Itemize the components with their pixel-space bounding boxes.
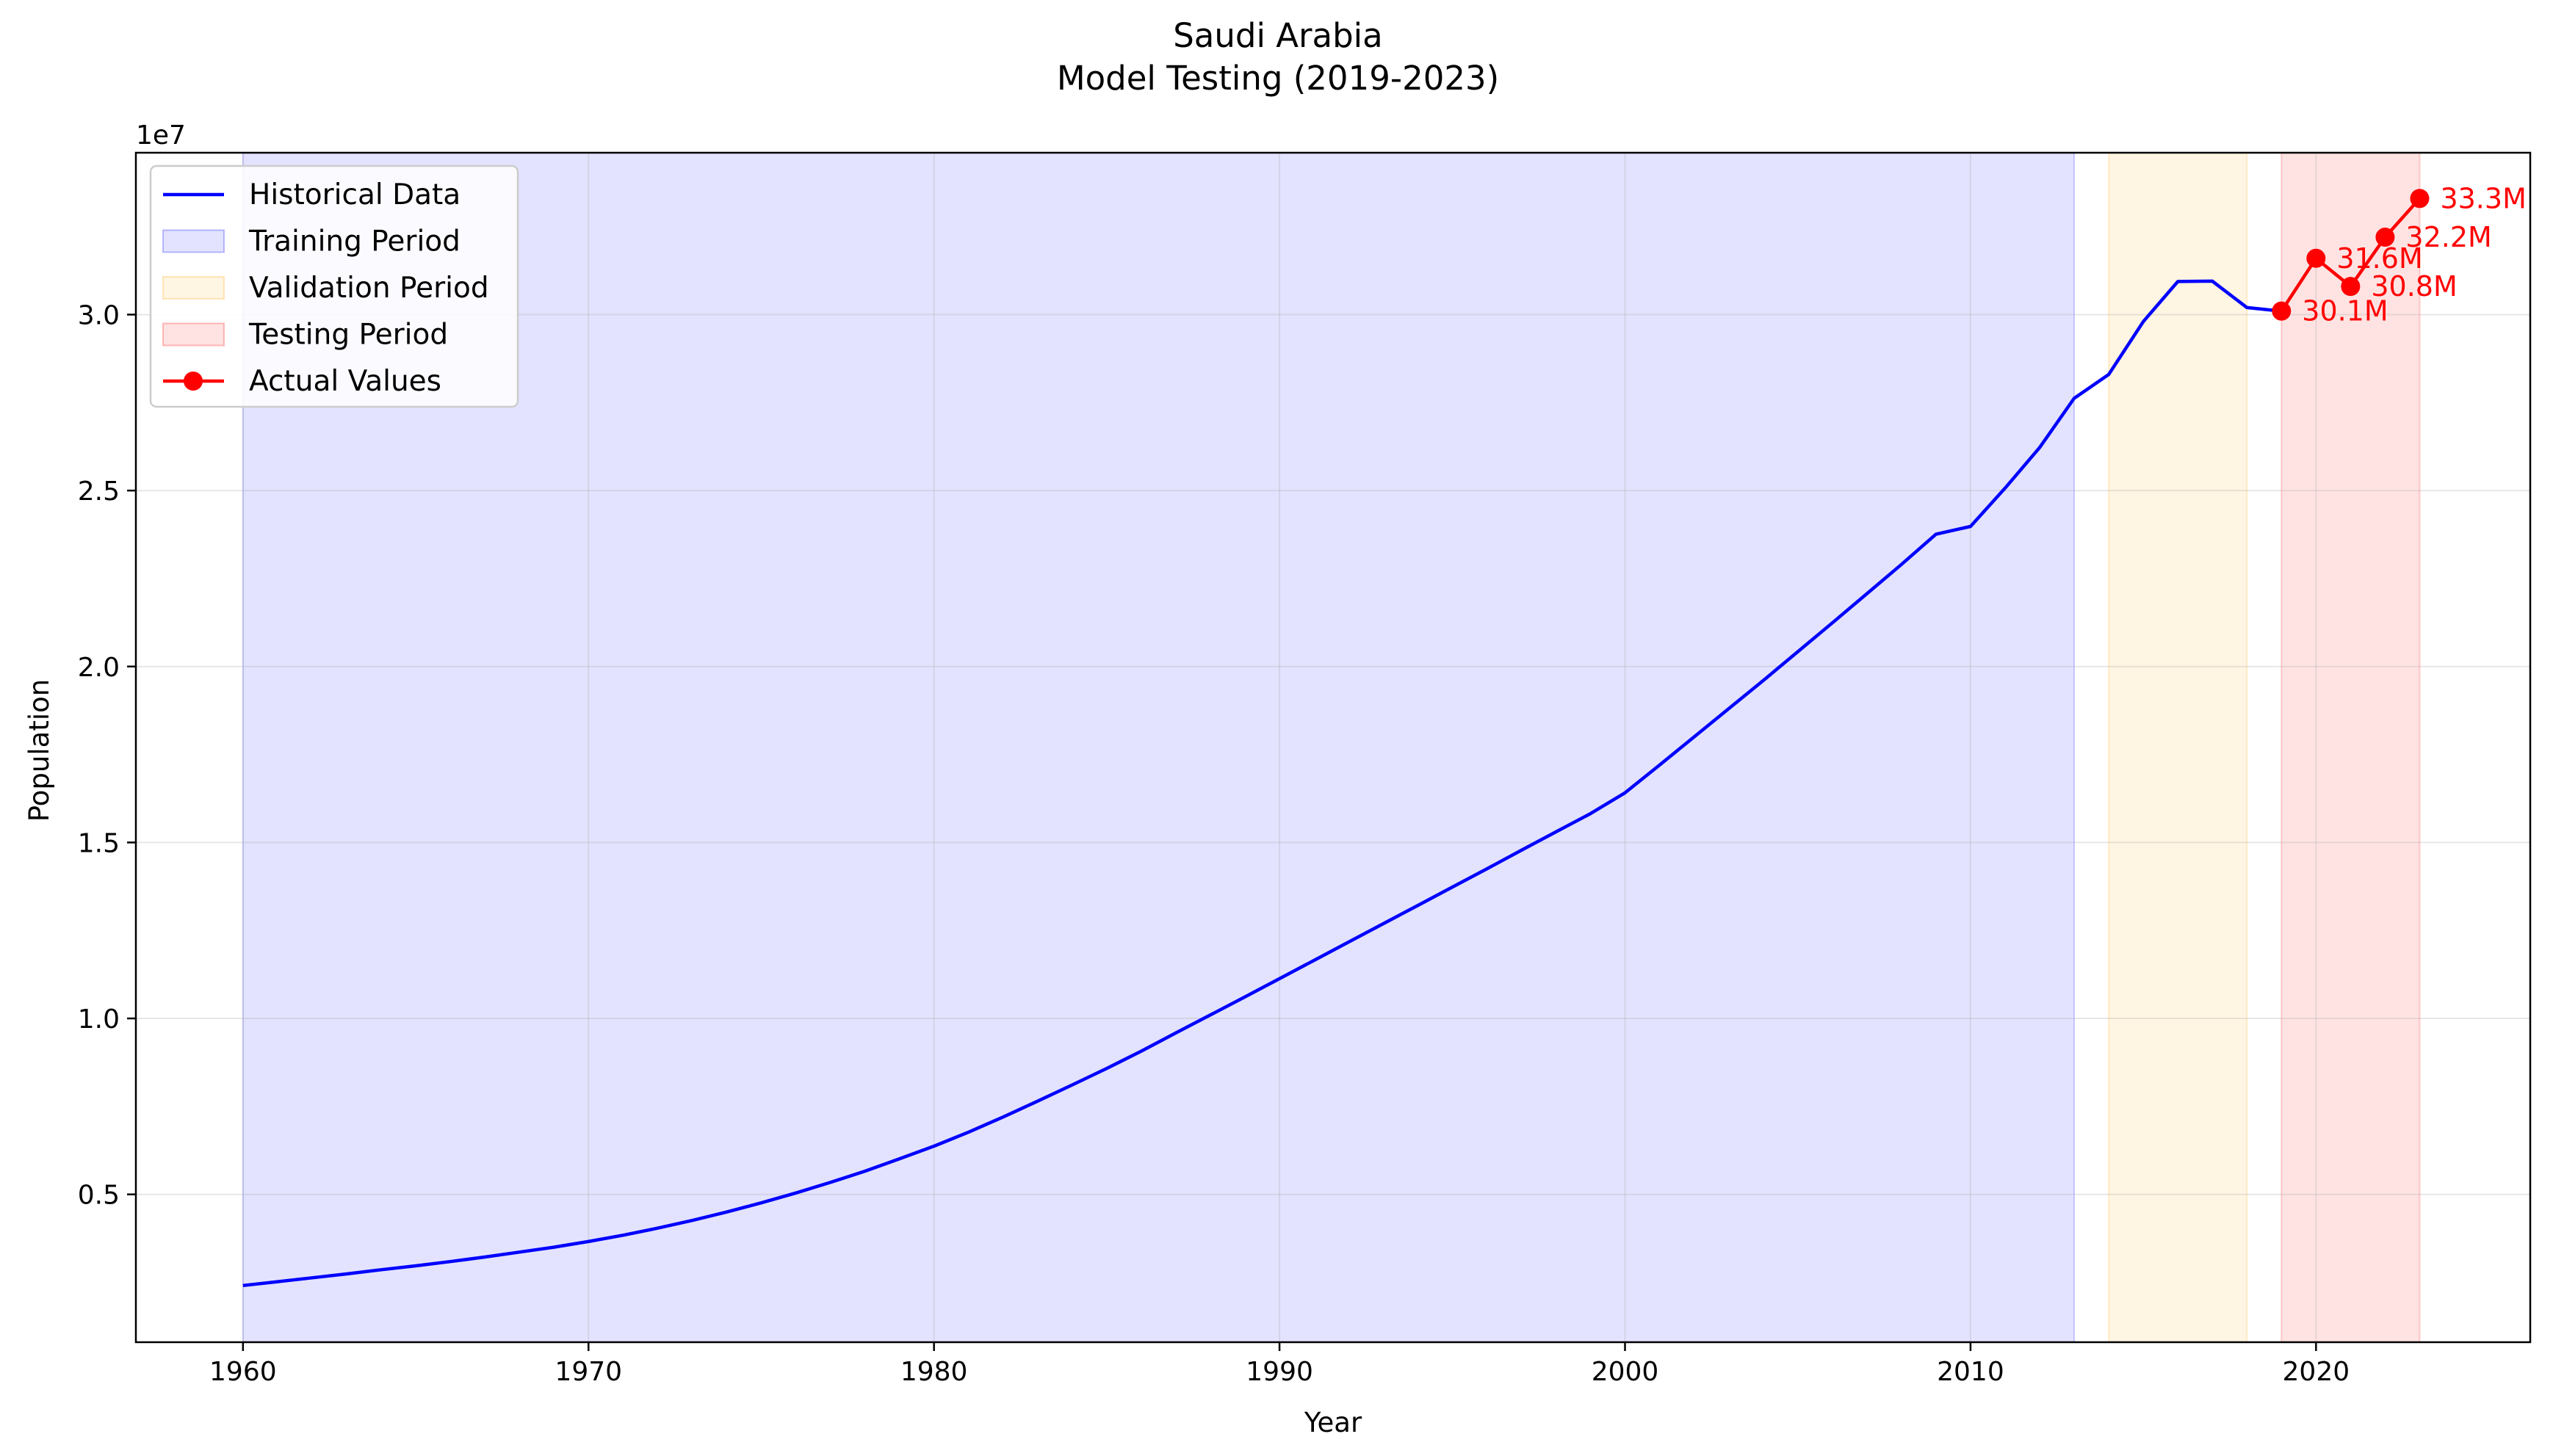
value-annotation-4: 33.3M [2440,182,2526,214]
legend-item-0: Historical Data [163,178,461,211]
y-tick-label-4: 2.5 [78,477,120,507]
legend-swatch-2 [162,276,225,300]
legend: Historical Data Training Period Validation… [149,164,519,408]
x-tick-label-3: 1990 [1246,1357,1313,1387]
x-tick-label-5: 2010 [1937,1357,2004,1387]
x-tick-label-0: 1960 [209,1357,277,1387]
legend-swatch-1 [162,229,225,253]
period-band-2 [2281,152,2421,1343]
legend-item-3: Testing Period [162,319,448,352]
chart-subtitle: Model Testing (2019-2023) [1057,59,1499,98]
y-tick-label-0: 0.5 [78,1181,120,1211]
legend-box [149,164,519,408]
data-point-4 [2410,189,2430,209]
x-tick-label-4: 2000 [1592,1357,1659,1387]
data-point-0 [2272,301,2292,321]
y-tick-label-2: 1.5 [78,828,120,858]
legend-marker-4 [184,372,203,391]
chart-title: Saudi Arabia [1173,16,1383,55]
y-tick-label-5: 3.0 [78,300,120,330]
x-tick-label-1: 1970 [555,1357,622,1387]
x-tick-label-6: 2020 [2283,1357,2350,1387]
data-point-1 [2306,248,2326,268]
legend-swatch-3 [162,322,225,347]
data-point-3 [2375,228,2395,247]
legend-item-2: Validation Period [162,272,489,305]
value-annotation-0: 30.1M [2302,295,2388,327]
series-line-0 [242,279,2282,1288]
y-offset-label: 1e7 [136,120,186,151]
period-band-0 [242,152,2076,1343]
legend-label-1: Training Period [248,225,461,258]
y-axis-label: Population [24,679,55,822]
plot-frame [134,151,2532,1344]
y-tick-label-3: 2.0 [78,653,120,683]
y-tick-label-1: 1.0 [78,1004,120,1035]
value-annotation-3: 32.2M [2405,221,2491,253]
value-annotation-2: 30.8M [2371,270,2457,303]
x-axis-label: Year [1304,1407,1362,1438]
data-point-2 [2341,277,2361,297]
legend-item-1: Training Period [162,225,461,258]
legend-label-4: Actual Values [249,365,441,398]
period-band-1 [2108,152,2248,1343]
legend-label-2: Validation Period [249,272,489,305]
legend-label-0: Historical Data [249,178,461,211]
legend-label-3: Testing Period [248,319,448,352]
legend-item-4: Actual Values [163,365,441,398]
x-tick-label-2: 1980 [900,1357,968,1387]
value-annotation-1: 31.6M [2336,242,2422,275]
